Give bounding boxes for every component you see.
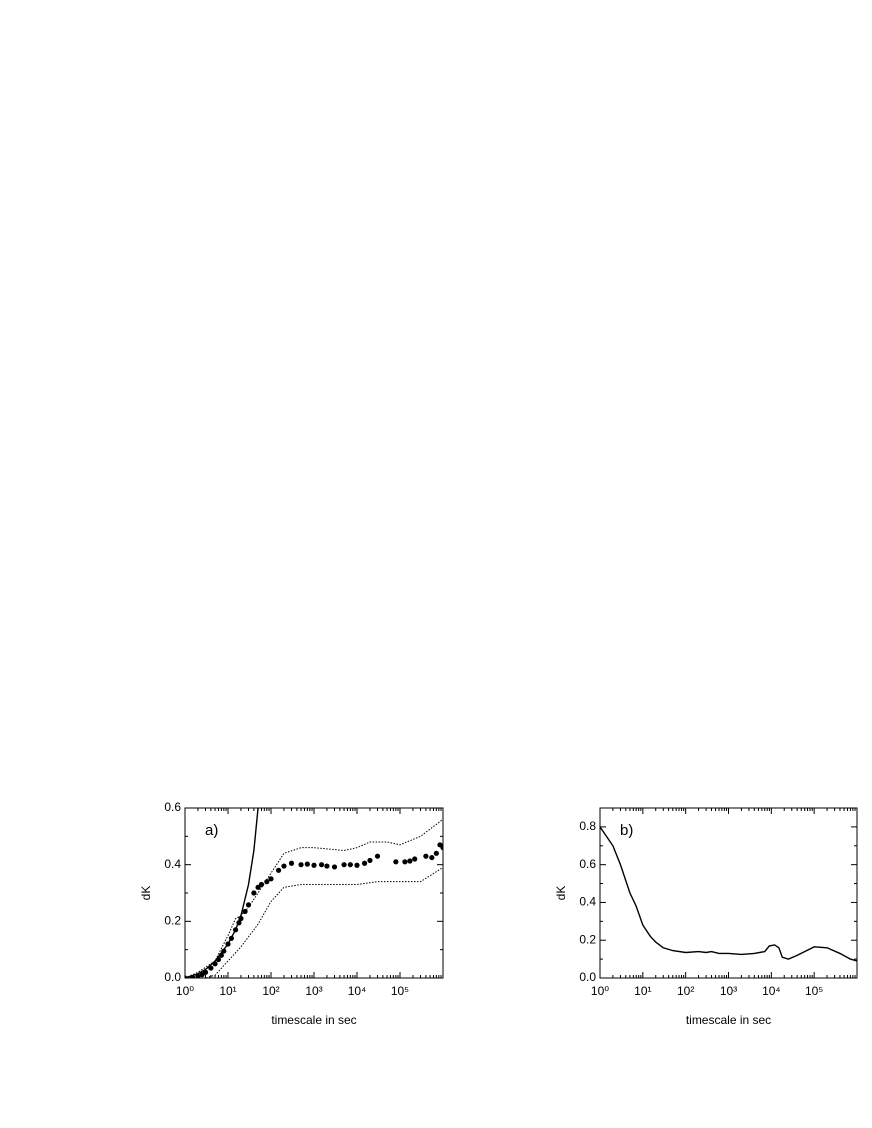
data-point <box>433 850 439 856</box>
data-point <box>331 864 338 870</box>
data-point <box>423 853 429 859</box>
data-point <box>275 867 282 873</box>
x-tick-label: 10³ <box>305 984 322 998</box>
data-point <box>440 845 443 851</box>
data-line <box>600 826 857 962</box>
axes-frame <box>599 807 858 979</box>
y-tick-label: 0.0 <box>164 970 181 984</box>
x-tick-label: 10¹ <box>634 984 651 998</box>
data-point <box>324 863 330 869</box>
x-tick-label: 10⁴ <box>762 984 781 998</box>
axes-frame <box>184 807 444 979</box>
y-axis-label: dK <box>139 886 153 901</box>
data-point <box>264 879 270 885</box>
data-point <box>341 862 347 868</box>
data-point <box>393 859 399 865</box>
data-point <box>412 856 418 862</box>
data-point <box>281 863 287 869</box>
y-tick-label: 0.0 <box>579 970 596 984</box>
data-point <box>258 881 265 888</box>
data-point <box>402 859 408 865</box>
data-point <box>354 862 360 868</box>
y-axis-label: dK <box>554 886 568 901</box>
data-point <box>251 890 257 896</box>
y-tick-label: 0.2 <box>164 914 181 928</box>
y-tick-label: 0.4 <box>164 857 181 871</box>
y-tick-label: 0.6 <box>579 857 596 871</box>
plot-area <box>600 826 857 962</box>
data-point <box>255 884 261 890</box>
band-line <box>185 818 443 978</box>
data-point <box>361 860 368 866</box>
data-line <box>185 808 259 978</box>
data-point <box>374 853 381 859</box>
x-tick-label: 10² <box>262 984 279 998</box>
y-tick-label: 0.6 <box>164 800 181 814</box>
x-tick-label: 10³ <box>720 984 737 998</box>
x-axis-label: timescale in sec <box>271 1013 356 1027</box>
y-tick-label: 0.4 <box>579 895 596 909</box>
data-point <box>245 902 252 908</box>
x-tick-label: 10⁵ <box>391 984 409 998</box>
data-point <box>367 857 373 864</box>
x-tick-label: 10⁰ <box>176 984 194 998</box>
x-axis-label: timescale in sec <box>686 1013 771 1027</box>
y-tick-label: 0.8 <box>579 819 596 833</box>
data-point <box>298 862 304 868</box>
data-point <box>288 860 295 866</box>
x-tick-label: 10⁴ <box>348 984 367 998</box>
data-point <box>347 862 353 868</box>
data-point <box>268 876 274 882</box>
subplot: 10⁰ 10¹ 10² 10³ 10⁴ 10⁵ 0.0 0.2 0.4 0.6 a) timescal… <box>139 800 444 1027</box>
data-point <box>311 862 317 868</box>
band-line <box>185 867 443 978</box>
x-tick-label: 10² <box>677 984 694 998</box>
x-tick-label: 10⁰ <box>591 984 609 998</box>
x-tick-label: 10⁵ <box>805 984 823 998</box>
x-tick-label: 10¹ <box>219 984 236 998</box>
y-tick-label: 0.2 <box>579 932 596 946</box>
data-point <box>318 862 325 868</box>
subplot: 10⁰ 10¹ 10² 10³ 10⁴ 10⁵ 0.0 0.2 0.4 0.6 0.8 b) times… <box>554 807 858 1027</box>
data-point <box>407 858 413 864</box>
data-point <box>429 854 435 861</box>
annotation: a) <box>205 822 218 839</box>
annotation: b) <box>620 822 633 839</box>
data-point <box>221 948 227 954</box>
data-point <box>304 861 310 867</box>
plot-area <box>185 808 443 978</box>
